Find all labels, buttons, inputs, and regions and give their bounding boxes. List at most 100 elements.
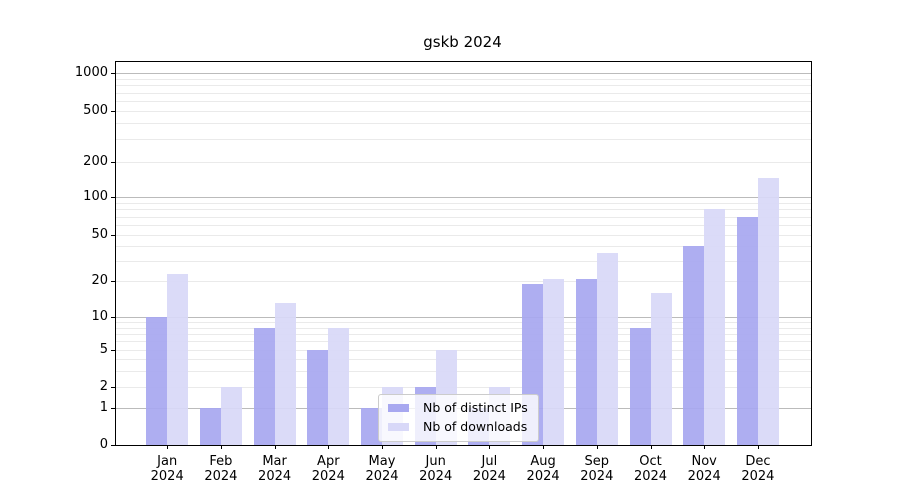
x-tick-mark <box>220 445 222 449</box>
y-tick-mark <box>111 445 116 446</box>
y-tick-mark <box>111 235 116 236</box>
gridline <box>116 317 811 318</box>
y-tick-label: 100 <box>83 189 108 204</box>
gridline <box>116 85 811 87</box>
gridline <box>116 281 811 282</box>
bar-distinct-ips-sep <box>575 278 597 445</box>
gridline <box>116 209 811 211</box>
x-tick-year: 2024 <box>204 469 238 484</box>
bar-distinct-ips-feb <box>199 408 221 445</box>
x-tick-mark <box>757 445 759 449</box>
x-tick-year: 2024 <box>472 469 506 484</box>
x-tick-label: Dec 2024 <box>741 454 774 484</box>
x-tick-month: Sep <box>584 454 610 469</box>
x-tick-mark <box>596 445 598 449</box>
bar-distinct-ips-dec <box>736 216 758 445</box>
bar-distinct-ips-jan <box>146 317 168 445</box>
bar-downloads-aug <box>543 278 565 445</box>
gridline <box>116 101 811 102</box>
y-tick-label: 5 <box>99 342 108 357</box>
y-tick-mark <box>111 197 116 198</box>
x-tick-label: May 2024 <box>365 454 398 484</box>
x-tick-mark <box>274 445 276 449</box>
gridline <box>116 216 811 218</box>
bar-downloads-mar <box>274 303 296 445</box>
x-tick-label: Jul 2024 <box>473 454 506 484</box>
gridline <box>116 123 811 125</box>
x-tick-year: 2024 <box>258 469 292 484</box>
x-tick-month: Dec <box>745 454 771 469</box>
x-tick-month: May <box>368 454 396 469</box>
legend-swatch-downloads <box>388 423 409 431</box>
gridline <box>116 162 811 163</box>
y-tick-label: 500 <box>83 103 108 118</box>
x-tick-mark <box>704 445 706 449</box>
x-tick-year: 2024 <box>419 469 453 484</box>
x-tick-year: 2024 <box>741 469 775 484</box>
legend-label-distinct-ips: Nb of distinct IPs <box>423 400 528 415</box>
legend-label-downloads: Nb of downloads <box>423 419 528 434</box>
x-tick-month: Jun <box>425 454 446 469</box>
x-tick-year: 2024 <box>580 469 614 484</box>
y-tick-mark <box>111 387 116 388</box>
x-tick-mark <box>328 445 330 449</box>
y-tick-label: 50 <box>91 227 108 242</box>
bar-downloads-sep <box>596 252 618 445</box>
x-tick-mark <box>650 445 652 449</box>
legend-swatch-distinct-ips <box>388 404 409 412</box>
y-tick-label: 1000 <box>74 65 108 80</box>
x-tick-label: Nov 2024 <box>688 454 721 484</box>
bar-downloads-jan <box>167 274 189 445</box>
x-tick-month: Feb <box>209 454 233 469</box>
x-tick-label: Aug 2024 <box>527 454 560 484</box>
gridline <box>116 78 811 80</box>
gridline <box>116 322 811 323</box>
y-tick-label: 20 <box>91 273 108 288</box>
y-tick-mark <box>111 317 116 318</box>
y-tick-mark <box>111 350 116 351</box>
x-tick-label: Jan 2024 <box>151 454 184 484</box>
y-tick-mark <box>111 281 116 282</box>
x-tick-label: Mar 2024 <box>258 454 291 484</box>
x-tick-year: 2024 <box>365 469 399 484</box>
legend-item-distinct-ips: Nb of distinct IPs <box>388 401 528 415</box>
bar-distinct-ips-nov <box>683 246 705 445</box>
y-tick-label: 2 <box>99 379 108 394</box>
legend-item-downloads: Nb of downloads <box>388 420 528 434</box>
y-tick-label: 10 <box>91 309 108 324</box>
x-tick-month: Jul <box>481 454 498 469</box>
x-tick-mark <box>167 445 169 449</box>
legend: Nb of distinct IPs Nb of downloads <box>378 394 539 442</box>
x-tick-label: Jun 2024 <box>419 454 452 484</box>
bar-distinct-ips-oct <box>629 327 651 445</box>
gridline <box>116 139 811 141</box>
gridline <box>116 350 811 351</box>
gridline <box>116 111 811 112</box>
gridline <box>116 246 811 248</box>
x-tick-label: Oct 2024 <box>634 454 667 484</box>
bar-downloads-dec <box>757 178 779 445</box>
gridline <box>116 370 811 372</box>
x-tick-month: Oct <box>639 454 662 469</box>
gridline <box>116 334 811 335</box>
x-tick-month: Apr <box>317 454 340 469</box>
x-tick-mark <box>543 445 545 449</box>
gridline <box>116 341 811 343</box>
x-tick-month: Mar <box>262 454 287 469</box>
y-tick-mark <box>111 162 116 163</box>
gridline <box>116 359 811 360</box>
x-tick-label: Feb 2024 <box>204 454 237 484</box>
plot-area: Nb of distinct IPs Nb of downloads 0 1 2 5 1… <box>75 61 812 484</box>
y-tick-label: 1 <box>99 400 108 415</box>
x-tick-mark <box>489 445 491 449</box>
x-tick-mark <box>435 445 437 449</box>
y-tick-label: 0 <box>99 437 108 452</box>
x-tick-label: Sep 2024 <box>580 454 613 484</box>
bar-downloads-nov <box>704 209 726 445</box>
chart-title: gskb 2024 <box>423 33 502 51</box>
x-tick-year: 2024 <box>150 469 184 484</box>
x-tick-year: 2024 <box>311 469 345 484</box>
gridline <box>116 202 811 204</box>
y-tick-mark <box>111 408 116 409</box>
